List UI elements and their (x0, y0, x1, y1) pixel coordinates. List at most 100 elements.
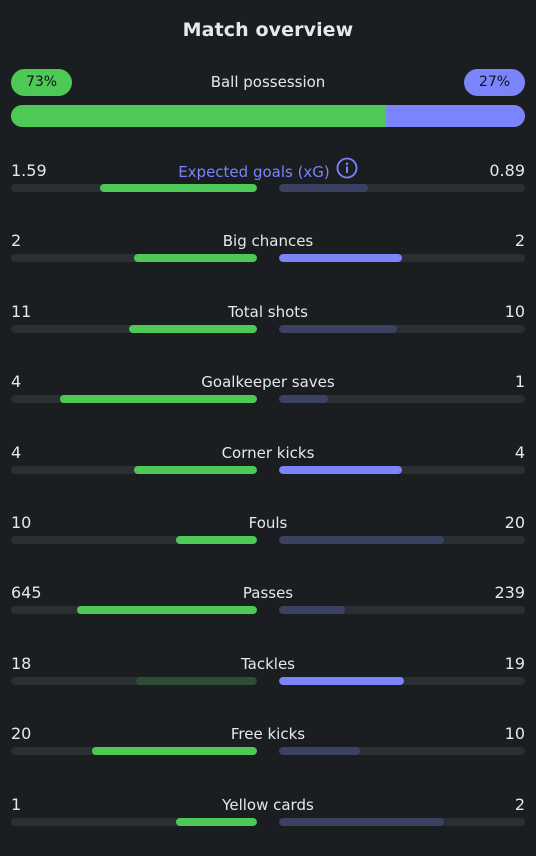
stat-label: Free kicks (11, 723, 525, 745)
home-stat-track (11, 465, 257, 474)
stat-label: Total shots (11, 301, 525, 323)
home-stat-track (11, 395, 257, 404)
away-stat-track (279, 184, 525, 192)
away-stat-fill (279, 676, 405, 685)
home-stat-track (11, 324, 257, 333)
possession-bar (11, 105, 525, 127)
home-stat-fill (99, 184, 257, 192)
away-stat-value: 2 (514, 231, 525, 251)
possession-label: Ball possession (210, 73, 326, 91)
stat-label: Passes (11, 582, 525, 604)
away-stat-value: 19 (504, 653, 525, 673)
stat-values-row: 11 Total shots 10 (11, 301, 525, 323)
possession-header: 73% Ball possession 27% (11, 69, 525, 97)
away-stat-value: 10 (504, 301, 525, 321)
away-stat-value: 239 (494, 583, 525, 603)
home-stat-track (11, 606, 257, 615)
home-stat-fill (92, 747, 257, 756)
info-icon[interactable] (336, 157, 358, 185)
stat-values-row: 645 Passes 239 (11, 582, 525, 604)
home-stat-value: 18 (11, 653, 32, 673)
page-title: Match overview (182, 19, 354, 41)
home-stat-track (11, 676, 257, 685)
stat-row-yellow-cards: 1 Yellow cards 2 (11, 794, 525, 834)
stat-bars (11, 254, 525, 263)
stat-bars (11, 536, 525, 544)
away-stat-fill (279, 465, 402, 474)
home-stat-value: 11 (11, 301, 32, 321)
stat-label: Tackles (11, 653, 525, 675)
home-stat-value: 1 (11, 794, 22, 814)
stat-bars (11, 184, 525, 192)
home-stat-fill (129, 324, 257, 333)
home-stat-value: 10 (11, 513, 32, 532)
home-stat-fill (60, 395, 257, 404)
stat-label: Goalkeeper saves (11, 371, 525, 393)
stat-row-big-chances: 2 Big chances 2 (11, 230, 525, 270)
stat-values-row: 1 Yellow cards 2 (11, 794, 525, 816)
away-stat-track (279, 747, 525, 756)
stat-values-row: 10 Fouls 20 (11, 512, 525, 534)
home-stat-track (11, 817, 257, 826)
away-stat-fill (279, 536, 444, 544)
stat-label: Corner kicks (11, 442, 525, 464)
home-stat-track (11, 536, 257, 544)
away-stat-track (279, 395, 525, 404)
home-stat-value: 4 (11, 442, 22, 462)
home-stat-fill (134, 254, 257, 263)
home-stat-value: 20 (11, 724, 32, 744)
stat-row-total-shots: 11 Total shots 10 (11, 301, 525, 341)
stat-values-row: 1.59 Expected goals (xG) 0.89 (11, 157, 525, 185)
stat-label[interactable]: Expected goals (xG) (11, 157, 525, 185)
stat-label-text: Total shots (228, 302, 308, 321)
home-stat-value: 645 (11, 583, 42, 603)
away-stat-track (279, 254, 525, 263)
stat-row-passes: 645 Passes 239 (11, 582, 525, 622)
away-stat-value: 10 (504, 724, 525, 744)
home-stat-track (11, 747, 257, 756)
stat-label-text: Corner kicks (221, 443, 315, 462)
stat-label-text: Expected goals (xG) (178, 163, 330, 181)
away-stat-value: 0.89 (489, 161, 525, 180)
stat-values-row: 4 Corner kicks 4 (11, 442, 525, 464)
away-stat-track (279, 324, 525, 333)
stat-row-expected-goals-xg: 1.59 Expected goals (xG) 0.89 (11, 157, 525, 200)
home-stat-fill (134, 465, 257, 474)
stat-row-tackles: 18 Tackles 19 (11, 653, 525, 693)
stat-row-corner-kicks: 4 Corner kicks 4 (11, 442, 525, 482)
stat-label-text: Free kicks (230, 725, 306, 744)
home-stat-fill (77, 606, 257, 615)
stat-label-text: Passes (242, 584, 294, 603)
away-stat-track (279, 817, 525, 826)
stat-label-text: Fouls (248, 514, 288, 532)
away-stat-track (279, 606, 525, 615)
away-stat-track (279, 536, 525, 544)
stat-label: Yellow cards (11, 794, 525, 816)
away-stat-fill (279, 184, 368, 192)
away-possession-badge: 27% (464, 69, 525, 96)
stat-label: Big chances (11, 230, 525, 252)
home-stat-fill (136, 676, 257, 685)
stat-bars (11, 465, 525, 474)
stat-values-row: 18 Tackles 19 (11, 653, 525, 675)
away-stat-fill (279, 395, 329, 404)
home-stat-value: 1.59 (11, 161, 47, 180)
away-stat-fill (279, 747, 361, 756)
stat-row-fouls: 10 Fouls 20 (11, 512, 525, 552)
stat-row-goalkeeper-saves: 4 Goalkeeper saves 1 (11, 371, 525, 411)
stat-values-row: 20 Free kicks 10 (11, 723, 525, 745)
home-stat-track (11, 184, 257, 192)
stat-bars (11, 324, 525, 333)
stat-values-row: 4 Goalkeeper saves 1 (11, 371, 525, 393)
home-possession-fill (11, 105, 387, 127)
away-stat-track (279, 465, 525, 474)
stat-bars (11, 606, 525, 615)
away-stat-value: 4 (514, 442, 525, 462)
home-stat-value: 4 (11, 372, 22, 392)
away-stat-fill (279, 817, 444, 826)
home-stat-value: 2 (11, 231, 22, 251)
away-stat-track (279, 676, 525, 685)
away-stat-value: 2 (514, 794, 525, 814)
stat-bars (11, 395, 525, 404)
